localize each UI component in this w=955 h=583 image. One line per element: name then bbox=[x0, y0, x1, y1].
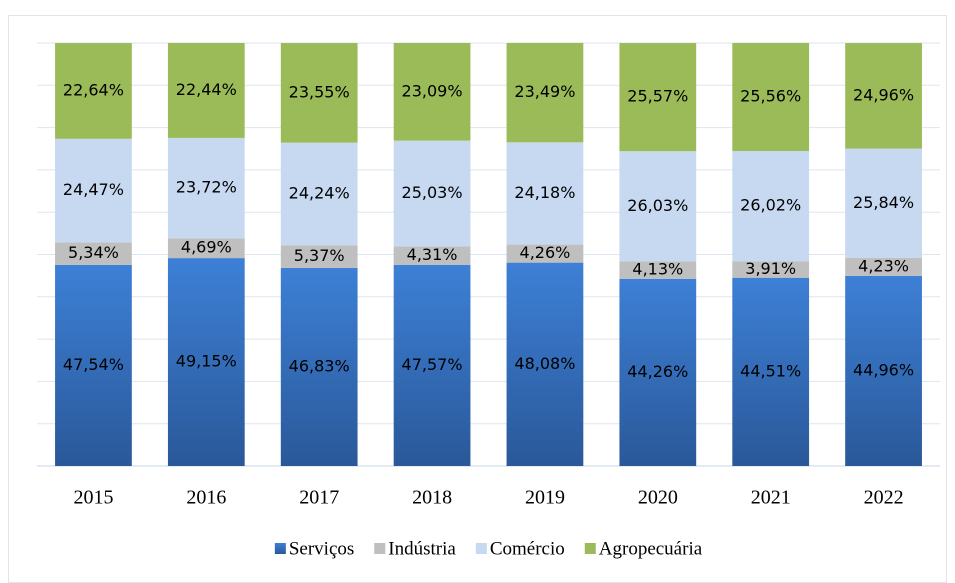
legend-label: Indústria bbox=[388, 538, 456, 559]
value-label: 24,47% bbox=[63, 180, 124, 199]
bar-segment bbox=[619, 261, 697, 279]
value-label: 5,37% bbox=[294, 246, 345, 265]
bar-segment bbox=[845, 257, 922, 276]
bar-segment bbox=[280, 43, 358, 143]
bar-segment bbox=[732, 277, 810, 466]
value-label: 23,55% bbox=[289, 82, 350, 101]
value-label: 44,26% bbox=[627, 362, 688, 381]
value-label: 25,57% bbox=[627, 87, 688, 106]
bar-segment bbox=[55, 138, 132, 243]
bar-segment bbox=[619, 43, 697, 152]
bar-segment bbox=[280, 245, 358, 268]
x-tick-label: 2017 bbox=[299, 487, 339, 509]
value-label: 23,49% bbox=[514, 82, 575, 101]
value-label: 3,91% bbox=[745, 259, 796, 278]
bar-segment bbox=[732, 151, 810, 262]
value-label: 44,96% bbox=[853, 360, 914, 379]
value-label: 47,57% bbox=[402, 355, 463, 374]
bar-segment bbox=[280, 142, 358, 246]
bar-segment bbox=[506, 42, 584, 143]
value-label: 22,64% bbox=[63, 80, 124, 99]
bar-segment bbox=[506, 142, 584, 245]
bar-segment bbox=[55, 242, 132, 265]
value-label: 24,18% bbox=[514, 183, 575, 202]
value-label: 4,69% bbox=[181, 238, 232, 257]
bar-segment bbox=[393, 140, 471, 247]
value-label: 25,56% bbox=[740, 87, 801, 106]
bar-segment bbox=[506, 262, 584, 466]
value-label: 4,26% bbox=[520, 243, 571, 262]
value-label: 47,54% bbox=[63, 355, 124, 374]
bar-segment bbox=[393, 246, 471, 265]
bar-segment bbox=[280, 267, 358, 466]
x-tick-label: 2016 bbox=[186, 487, 226, 509]
bar-segment bbox=[167, 258, 245, 466]
value-label: 24,96% bbox=[853, 85, 914, 104]
legend-swatch bbox=[274, 543, 286, 554]
legend-label: Serviços bbox=[289, 538, 354, 559]
x-tick-label: 2022 bbox=[864, 487, 904, 509]
value-label: 44,51% bbox=[740, 361, 801, 380]
legend-swatch bbox=[584, 543, 596, 554]
legend-swatch bbox=[475, 543, 487, 554]
value-label: 25,03% bbox=[402, 183, 463, 202]
x-tick-label: 2019 bbox=[525, 487, 565, 509]
bar-segment bbox=[845, 275, 922, 466]
legend-swatch bbox=[374, 543, 386, 554]
x-tick-label: 2018 bbox=[412, 487, 452, 509]
x-tick-label: 2015 bbox=[73, 487, 113, 509]
value-label: 24,24% bbox=[289, 183, 350, 202]
value-label: 26,03% bbox=[627, 196, 688, 215]
value-label: 4,23% bbox=[858, 256, 909, 275]
value-label: 25,84% bbox=[853, 193, 914, 212]
value-label: 5,34% bbox=[68, 243, 119, 262]
x-tick-label: 2021 bbox=[751, 487, 791, 509]
legend-label: Comércio bbox=[490, 538, 565, 559]
bar-segment bbox=[732, 261, 810, 278]
bar-segment bbox=[55, 43, 132, 139]
bar-segment bbox=[845, 43, 922, 149]
bar-segment bbox=[167, 137, 245, 239]
value-label: 4,13% bbox=[632, 260, 683, 279]
value-label: 23,09% bbox=[402, 81, 463, 100]
value-label: 4,31% bbox=[407, 245, 458, 264]
value-label: 49,15% bbox=[176, 352, 237, 371]
legend-label: Agropecuária bbox=[599, 538, 703, 559]
bar-segment bbox=[393, 43, 471, 141]
value-label: 23,72% bbox=[176, 178, 237, 197]
bar-segment bbox=[619, 151, 697, 262]
value-label: 48,08% bbox=[514, 354, 575, 373]
bar-segment bbox=[393, 264, 471, 466]
bar-segment bbox=[506, 244, 584, 263]
bar-segment bbox=[845, 148, 922, 258]
bar-segment bbox=[167, 43, 245, 138]
bar-segment bbox=[619, 278, 697, 466]
value-label: 22,44% bbox=[176, 80, 237, 99]
x-tick-label: 2020 bbox=[638, 487, 678, 509]
bar-segment bbox=[167, 238, 245, 259]
value-label: 26,02% bbox=[740, 196, 801, 215]
bar-segment bbox=[55, 264, 132, 466]
value-label: 46,83% bbox=[289, 356, 350, 375]
bar-segment bbox=[732, 43, 810, 152]
